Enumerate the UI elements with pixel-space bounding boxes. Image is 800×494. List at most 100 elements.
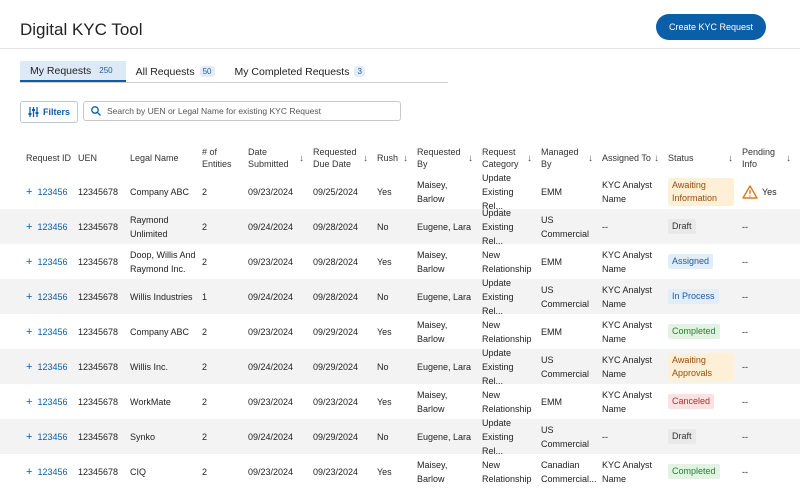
cell-text: 12345678	[78, 466, 119, 477]
status-badge: Draft	[668, 429, 696, 444]
table-cell: New Relationship	[482, 244, 535, 279]
cell-text: Canadian Commercial...	[541, 459, 597, 484]
cell-text: --	[742, 396, 748, 407]
cell-text: 09/24/2024	[248, 431, 294, 442]
tab[interactable]: My Completed Requests 3	[225, 61, 375, 82]
column-header[interactable]: Date Submitted	[248, 147, 289, 169]
cell-text: KYC Analyst Name	[602, 319, 653, 344]
table-cell: 09/23/2024	[248, 244, 307, 279]
table-cell: 12345678	[78, 279, 124, 314]
request-id-link[interactable]: 123456	[37, 361, 68, 372]
table-cell: Yes	[377, 174, 411, 209]
table-cell: 09/23/2024	[248, 174, 307, 209]
filters-icon	[28, 107, 39, 117]
expand-icon[interactable]: +	[26, 220, 33, 233]
expand-icon[interactable]: +	[26, 290, 33, 303]
tab[interactable]: All Requests 50	[126, 61, 225, 82]
expand-icon[interactable]: +	[26, 185, 33, 198]
table-cell: Maisey, Barlow	[417, 244, 476, 279]
table-cell: In Process	[668, 279, 736, 314]
table-cell: Canceled	[668, 384, 736, 419]
expand-icon[interactable]: +	[26, 255, 33, 268]
pending-info: Yes	[762, 186, 777, 197]
search-box[interactable]: Search by UEN or Legal Name for existing…	[83, 101, 401, 121]
request-id-link[interactable]: 123456	[37, 221, 68, 232]
table-cell: 2	[202, 349, 242, 384]
table-cell: KYC Analyst Name	[602, 349, 662, 384]
cell-text: 12345678	[78, 291, 119, 302]
cell-text: EMM	[541, 396, 562, 407]
column-header[interactable]: Managed By	[541, 147, 579, 169]
cell-text: Update Existing Rel...	[482, 417, 514, 456]
status-badge: Assigned	[668, 254, 714, 269]
table-cell: KYC Analyst Name	[602, 384, 662, 419]
tab-count: 3	[354, 66, 365, 77]
request-id-link[interactable]: 123456	[37, 396, 68, 407]
cell-text: Yes	[377, 326, 392, 337]
column-header[interactable]: Rush	[377, 153, 399, 163]
filters-button[interactable]: Filters	[20, 101, 78, 123]
expand-icon[interactable]: +	[26, 465, 33, 478]
request-id-link[interactable]: 123456	[37, 466, 68, 477]
cell-text: --	[742, 431, 748, 442]
expand-icon[interactable]: +	[26, 430, 33, 443]
request-id-link[interactable]: 123456	[37, 326, 68, 337]
cell-text: --	[742, 256, 748, 267]
cell-text: Yes	[377, 256, 392, 267]
table-cell: 09/28/2024	[313, 209, 371, 244]
table-cell: Update Existing Rel...	[482, 278, 535, 316]
expand-icon[interactable]: +	[26, 325, 33, 338]
column-header[interactable]: Requested By	[417, 147, 461, 169]
table-cell: Yes	[377, 314, 411, 349]
expand-icon[interactable]: +	[26, 360, 33, 373]
tab-label: All Requests	[135, 65, 195, 78]
table-cell: 12345678	[78, 244, 124, 279]
table-cell: Update Existing Rel...	[482, 173, 535, 211]
cell-text: Eugene, Lara	[417, 221, 472, 232]
table-cell: US Commercial	[541, 279, 596, 314]
column-header[interactable]: Pending Info	[742, 147, 776, 169]
cell-text: --	[742, 361, 748, 372]
table-cell: New Relationship	[482, 384, 535, 419]
sort-arrow: ↓	[786, 153, 791, 164]
table-cell: Awaiting Approvals	[668, 349, 736, 384]
cell-text: 09/28/2024	[313, 256, 359, 267]
table-cell: Company ABC	[130, 314, 200, 349]
status-badge: Draft	[668, 219, 696, 234]
cell-text: 09/29/2024	[313, 361, 359, 372]
table-cell: 12345678	[78, 209, 124, 244]
table-cell: 09/23/2024	[248, 314, 307, 349]
table-cell: US Commercial	[541, 209, 596, 244]
request-id-link[interactable]: 123456	[37, 431, 68, 442]
request-id-link[interactable]: 123456	[37, 186, 68, 197]
table-row: +123456 12345678 Company ABC 2 09/23/2024 09/…	[0, 173, 800, 211]
cell-text: Eugene, Lara	[417, 361, 472, 372]
create-button[interactable]: Create KYC Request	[656, 14, 766, 40]
expand-icon[interactable]: +	[26, 395, 33, 408]
tab[interactable]: My Requests 250	[20, 61, 126, 82]
table-cell: +123456	[26, 384, 72, 419]
cell-text: Doop, Willis And Raymond Inc.	[130, 249, 196, 274]
column-header[interactable]: Status	[668, 153, 694, 163]
request-id-link[interactable]: 123456	[37, 291, 68, 302]
table-cell: --	[602, 419, 662, 454]
table-cell: Assigned	[668, 244, 736, 279]
column-header[interactable]: Request Category	[482, 147, 519, 169]
table-cell: Completed	[668, 454, 736, 489]
request-id-link[interactable]: 123456	[37, 256, 68, 267]
cell-text: 09/24/2024	[248, 361, 294, 372]
cell-text: Maisey, Barlow	[417, 179, 448, 204]
search-icon	[91, 106, 101, 116]
cell-text: Maisey, Barlow	[417, 319, 448, 344]
table-cell: +123456	[26, 174, 72, 209]
cell-text: 12345678	[78, 186, 119, 197]
table-cell: 09/24/2024	[248, 209, 307, 244]
table-cell: KYC Analyst Name	[602, 279, 662, 314]
column-header[interactable]: Assigned To	[602, 153, 651, 163]
table-cell: EMM	[541, 384, 596, 419]
column-header[interactable]: Requested Due Date	[313, 147, 357, 169]
table-cell: Eugene, Lara	[417, 209, 476, 244]
table-row: +123456 12345678 Willis Inc. 2 09/24/2024 09/…	[0, 348, 800, 386]
table-cell: 09/25/2024	[313, 174, 371, 209]
